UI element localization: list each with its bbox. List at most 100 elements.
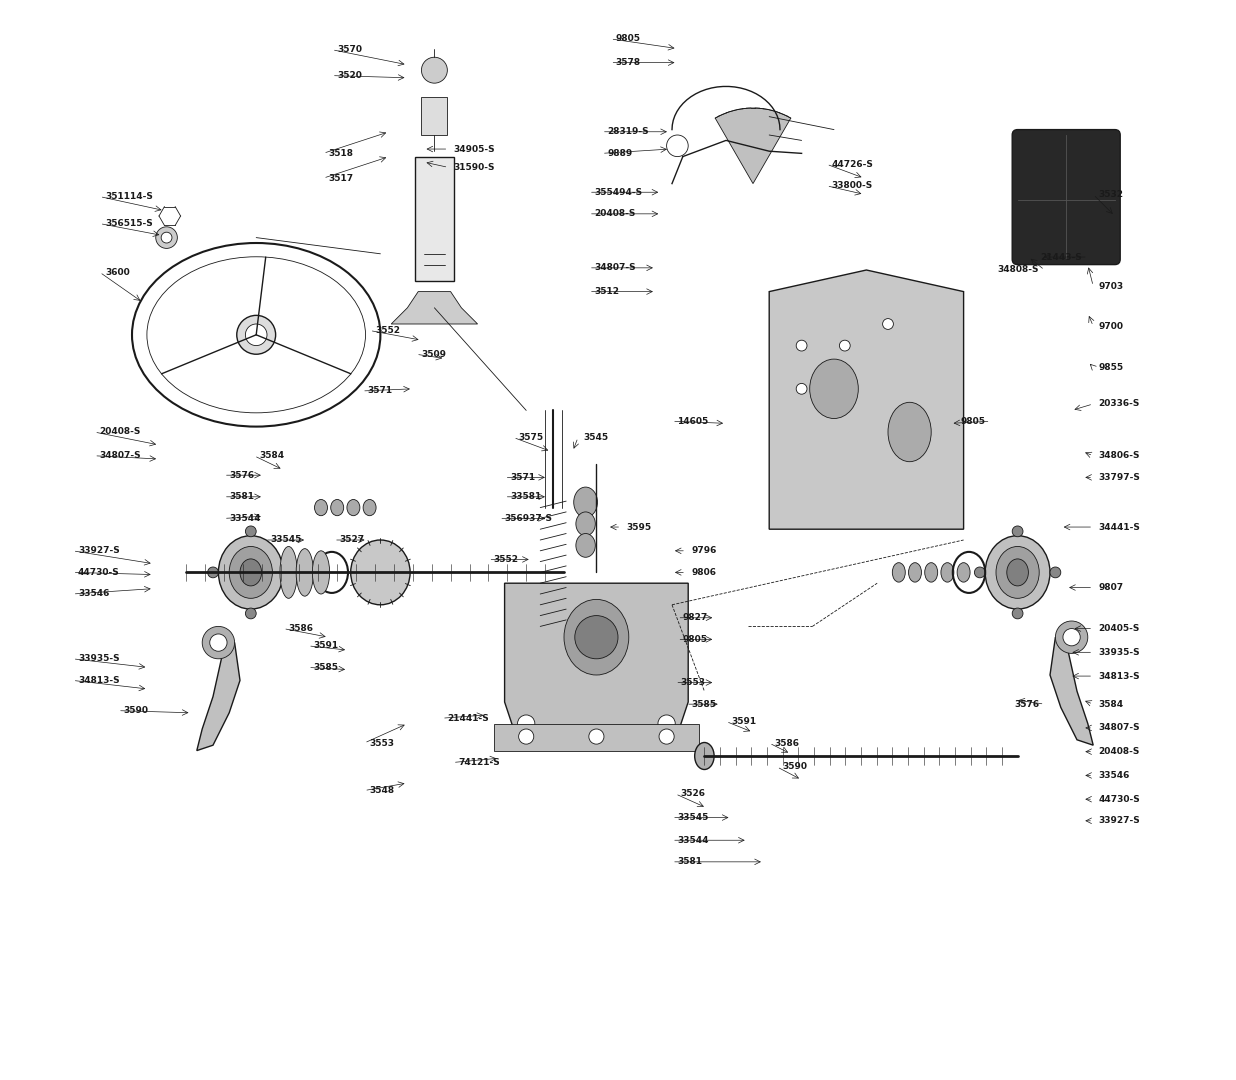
Text: 33935-S: 33935-S xyxy=(78,654,120,663)
Ellipse shape xyxy=(810,359,858,418)
Text: 3585: 3585 xyxy=(314,663,339,672)
Text: 20408-S: 20408-S xyxy=(1099,747,1140,756)
Circle shape xyxy=(246,526,256,537)
Text: 9827: 9827 xyxy=(682,613,708,622)
Ellipse shape xyxy=(314,499,328,516)
Polygon shape xyxy=(504,583,688,734)
Text: 3548: 3548 xyxy=(370,786,394,795)
Text: 9806: 9806 xyxy=(691,568,717,577)
Ellipse shape xyxy=(941,563,954,582)
Text: 31590-S: 31590-S xyxy=(454,163,496,172)
Text: 3520: 3520 xyxy=(337,71,362,80)
Polygon shape xyxy=(197,643,240,751)
Text: 3584: 3584 xyxy=(1099,700,1124,708)
Text: 3570: 3570 xyxy=(337,45,362,54)
Circle shape xyxy=(796,383,807,394)
Text: 33546: 33546 xyxy=(1099,771,1130,780)
Circle shape xyxy=(210,634,227,651)
Ellipse shape xyxy=(281,546,297,598)
Circle shape xyxy=(575,616,618,659)
Circle shape xyxy=(883,319,894,329)
Text: 3591: 3591 xyxy=(732,717,756,726)
Circle shape xyxy=(203,626,235,659)
Circle shape xyxy=(518,715,535,732)
Circle shape xyxy=(759,119,780,140)
Text: 3581: 3581 xyxy=(229,492,255,501)
Text: 356515-S: 356515-S xyxy=(105,219,153,228)
Text: 33544: 33544 xyxy=(229,514,261,523)
Text: 33927-S: 33927-S xyxy=(1099,816,1141,825)
Text: 34806-S: 34806-S xyxy=(1099,451,1140,460)
Ellipse shape xyxy=(564,599,629,675)
Text: 21443-S: 21443-S xyxy=(1041,253,1083,261)
Text: 3532: 3532 xyxy=(1099,190,1124,199)
Text: 20408-S: 20408-S xyxy=(595,210,635,218)
Text: 34813-S: 34813-S xyxy=(1099,672,1141,680)
Text: 3517: 3517 xyxy=(329,174,353,183)
Text: 355494-S: 355494-S xyxy=(595,188,643,197)
Ellipse shape xyxy=(892,563,905,582)
Text: 21441-S: 21441-S xyxy=(447,714,489,723)
Text: 3571: 3571 xyxy=(510,473,535,482)
Text: 3576: 3576 xyxy=(229,471,255,480)
Text: 74121-S: 74121-S xyxy=(459,758,499,767)
Circle shape xyxy=(156,227,177,248)
Text: 3553: 3553 xyxy=(681,678,706,687)
Text: 34905-S: 34905-S xyxy=(454,145,496,153)
Text: 20405-S: 20405-S xyxy=(1099,624,1140,633)
Text: 34813-S: 34813-S xyxy=(78,676,120,685)
Ellipse shape xyxy=(1007,559,1028,585)
Text: 9807: 9807 xyxy=(1099,583,1124,592)
Text: 3595: 3595 xyxy=(627,523,651,531)
Text: 9805: 9805 xyxy=(616,35,640,43)
Circle shape xyxy=(208,567,219,578)
Text: 34807-S: 34807-S xyxy=(100,451,141,460)
Text: 351114-S: 351114-S xyxy=(105,192,153,201)
Circle shape xyxy=(1063,629,1080,646)
Circle shape xyxy=(659,729,674,744)
Text: 34807-S: 34807-S xyxy=(595,264,635,272)
Text: 9855: 9855 xyxy=(1099,363,1124,372)
Text: 33544: 33544 xyxy=(677,836,709,845)
Text: 3591: 3591 xyxy=(314,642,339,650)
Text: 3526: 3526 xyxy=(681,789,706,798)
Text: 3509: 3509 xyxy=(421,350,446,359)
Text: 3585: 3585 xyxy=(691,700,717,708)
Text: 33927-S: 33927-S xyxy=(78,546,120,555)
Text: 34808-S: 34808-S xyxy=(997,266,1039,274)
Text: 9805: 9805 xyxy=(960,417,985,426)
Circle shape xyxy=(588,729,604,744)
Text: 14605: 14605 xyxy=(677,417,708,426)
Text: 20408-S: 20408-S xyxy=(100,428,141,436)
Text: 33935-S: 33935-S xyxy=(1099,648,1141,657)
Text: 356937-S: 356937-S xyxy=(504,514,552,523)
Text: 3518: 3518 xyxy=(329,149,353,158)
FancyBboxPatch shape xyxy=(1012,130,1120,265)
Text: 34807-S: 34807-S xyxy=(1099,724,1141,732)
Bar xyxy=(415,157,454,281)
Polygon shape xyxy=(769,270,964,529)
Text: 20336-S: 20336-S xyxy=(1099,400,1140,408)
Text: 9700: 9700 xyxy=(1099,322,1124,330)
Circle shape xyxy=(1012,608,1023,619)
Circle shape xyxy=(283,567,294,578)
Ellipse shape xyxy=(957,563,970,582)
Text: 9796: 9796 xyxy=(691,546,717,555)
Text: 44730-S: 44730-S xyxy=(1099,795,1141,804)
Circle shape xyxy=(246,608,256,619)
Circle shape xyxy=(519,729,534,744)
Text: 34441-S: 34441-S xyxy=(1099,523,1141,531)
Ellipse shape xyxy=(240,559,262,585)
Text: 3581: 3581 xyxy=(677,858,702,866)
Text: 33545: 33545 xyxy=(271,536,302,544)
Circle shape xyxy=(658,715,675,732)
Ellipse shape xyxy=(229,546,272,598)
Bar xyxy=(421,97,447,135)
Ellipse shape xyxy=(297,549,314,596)
Circle shape xyxy=(1051,567,1060,578)
Circle shape xyxy=(1056,621,1088,653)
Text: 3575: 3575 xyxy=(519,433,544,442)
Text: 3600: 3600 xyxy=(105,268,130,276)
Text: 3584: 3584 xyxy=(260,451,284,460)
Bar xyxy=(494,724,700,751)
